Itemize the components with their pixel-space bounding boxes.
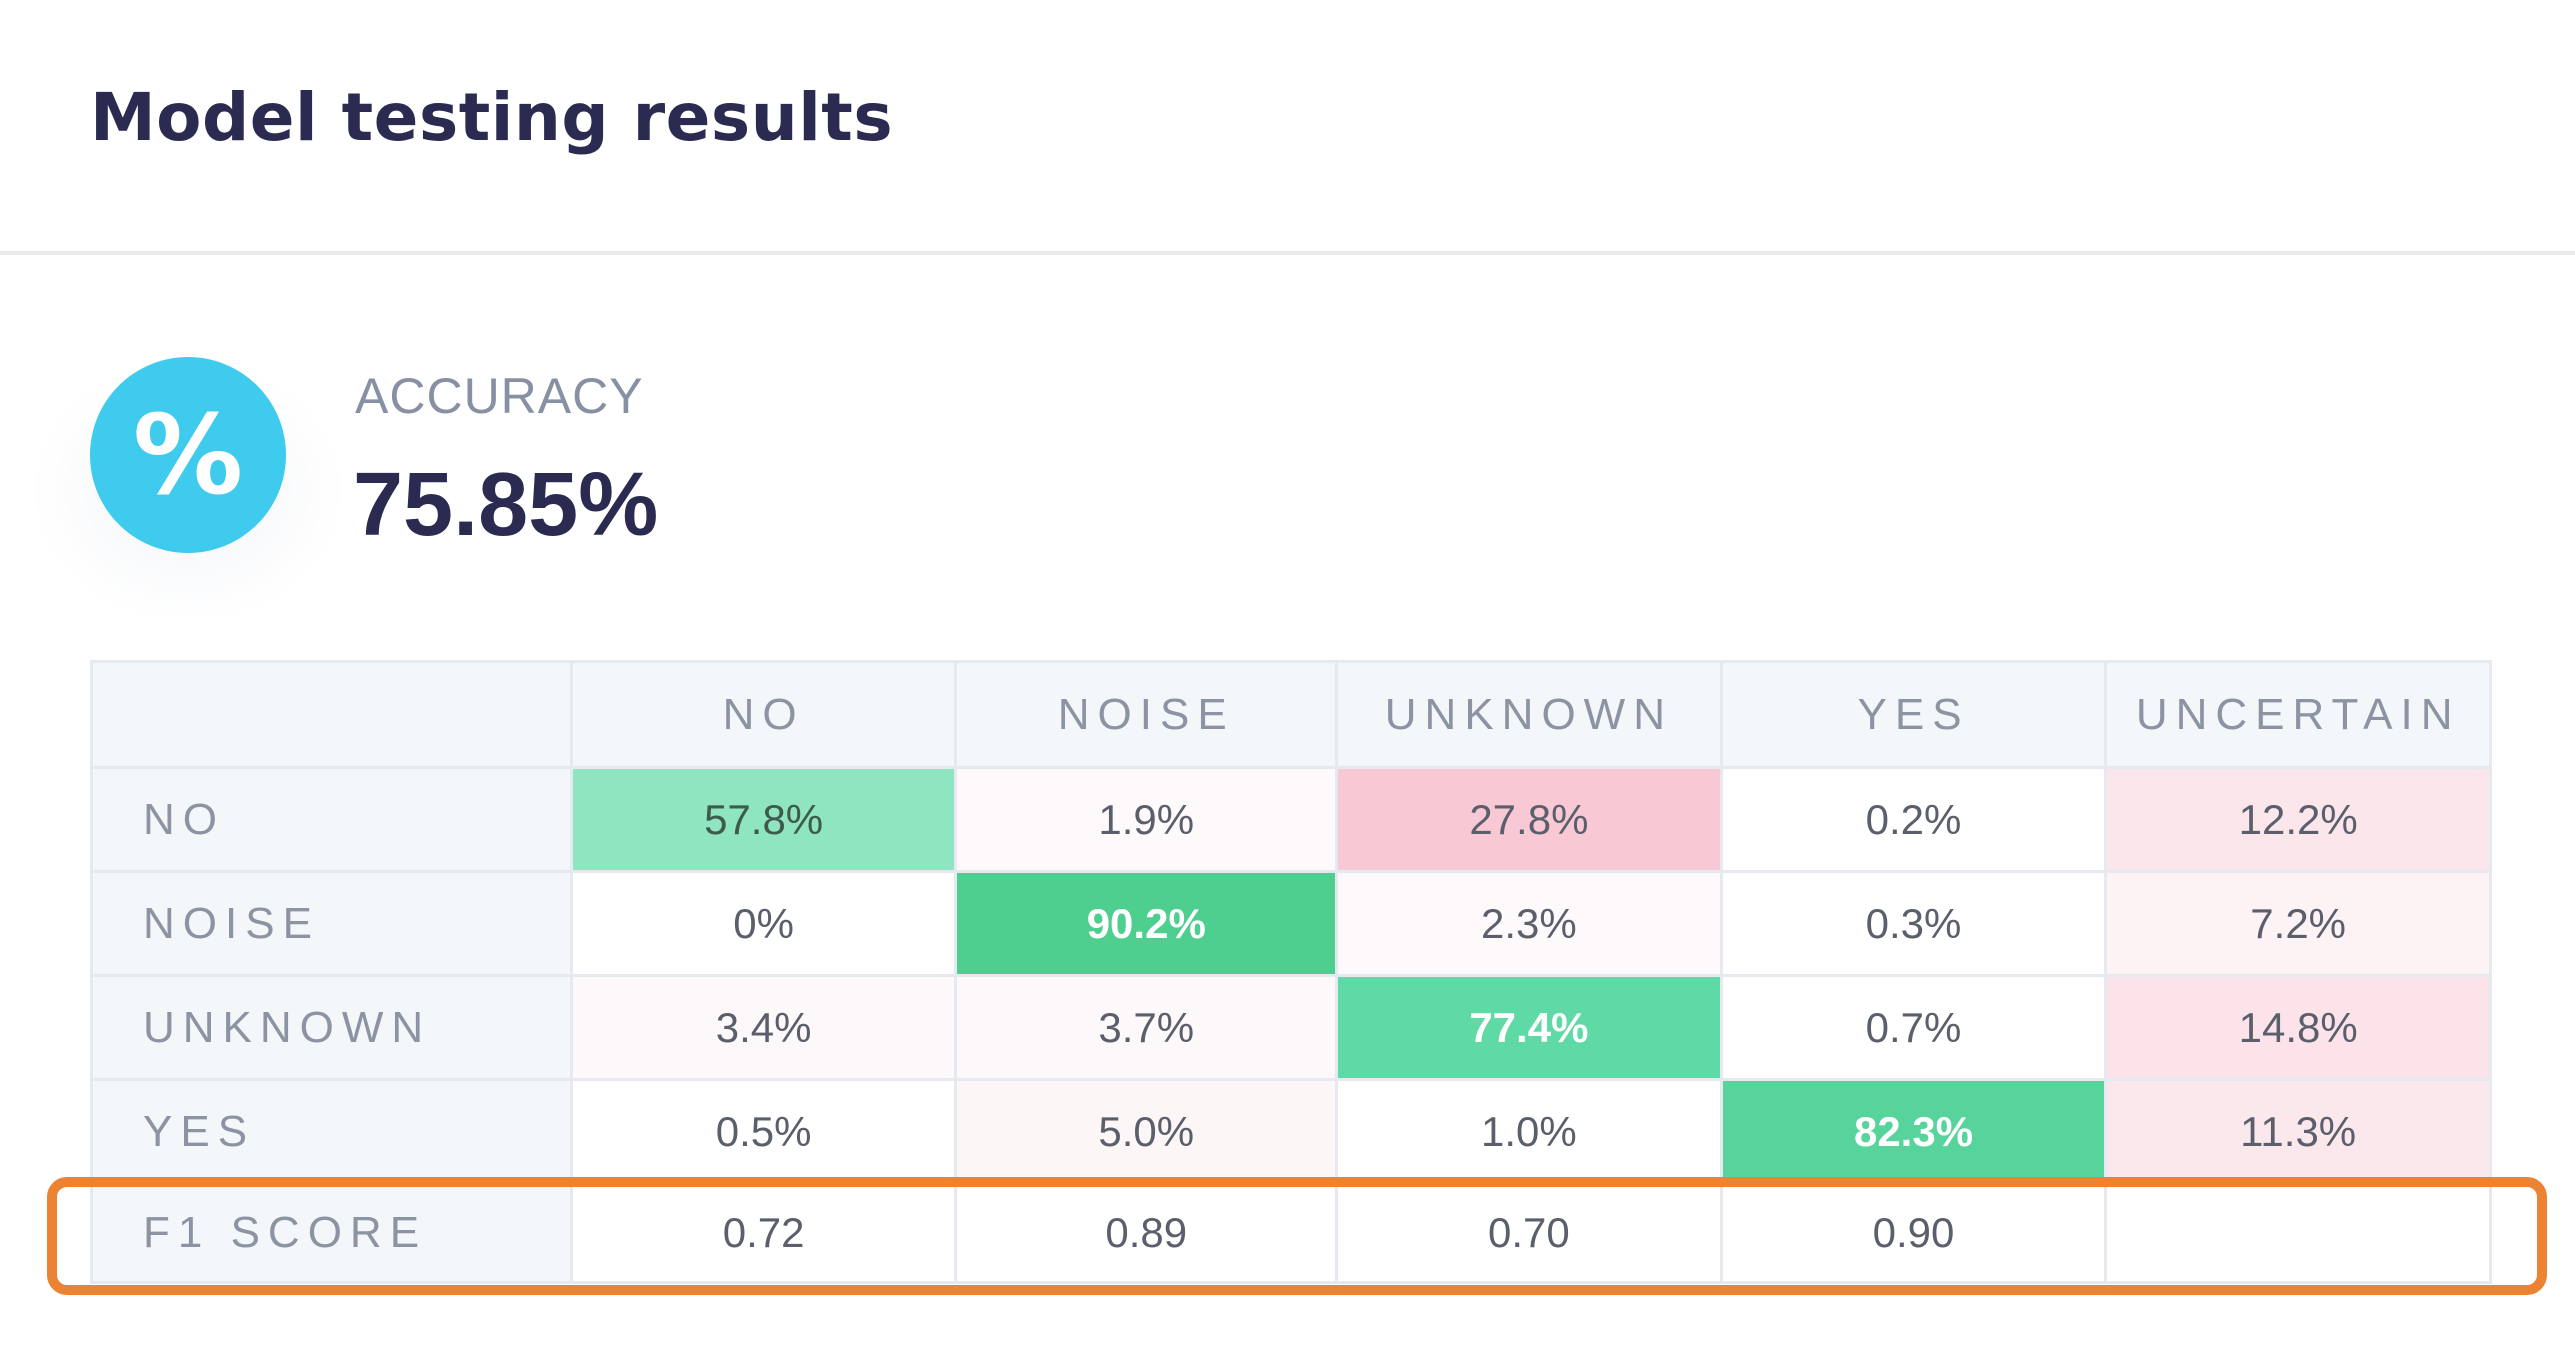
matrix-cell: 82.3% [1719,1078,2108,1185]
matrix-cell: 7.2% [2104,870,2492,977]
f1-cell: 0.72 [569,1182,958,1284]
corner-cell [90,660,573,769]
matrix-cell: 90.2% [954,870,1339,977]
matrix-cell: 14.8% [2104,974,2492,1081]
matrix-cell: 0.2% [1719,766,2108,873]
matrix-cell: 3.7% [954,974,1339,1081]
f1-cell: 0.90 [1719,1182,2108,1284]
confusion-matrix: NO NOISE UNKNOWN YES UNCERTAIN NO 57.8% … [90,660,2492,1284]
column-header: UNKNOWN [1335,660,1723,769]
row-label: YES [90,1078,573,1185]
accuracy-label: ACCURACY [355,368,644,424]
matrix-cell: 1.9% [954,766,1339,873]
matrix-cell: 2.3% [1335,870,1723,977]
matrix-row: NO 57.8% 1.9% 27.8% 0.2% 12.2% [90,766,2492,873]
matrix-row: NOISE 0% 90.2% 2.3% 0.3% 7.2% [90,870,2492,977]
matrix-cell: 5.0% [954,1078,1339,1185]
percent-icon: % [90,357,286,553]
matrix-cell: 0.7% [1719,974,2108,1081]
matrix-header-row: NO NOISE UNKNOWN YES UNCERTAIN [90,660,2492,769]
f1-score-row: F1 SCORE 0.72 0.89 0.70 0.90 [90,1182,2492,1284]
f1-cell [2104,1182,2492,1284]
f1-cell: 0.70 [1335,1182,1723,1284]
column-header: NO [569,660,958,769]
matrix-cell: 11.3% [2104,1078,2492,1185]
matrix-cell: 1.0% [1335,1078,1723,1185]
matrix-cell: 57.8% [569,766,958,873]
column-header: YES [1719,660,2108,769]
row-label: UNKNOWN [90,974,573,1081]
matrix-row: YES 0.5% 5.0% 1.0% 82.3% 11.3% [90,1078,2492,1185]
matrix-cell: 12.2% [2104,766,2492,873]
column-header: NOISE [954,660,1339,769]
matrix-cell: 3.4% [569,974,958,1081]
column-header: UNCERTAIN [2104,660,2492,769]
matrix-cell: 77.4% [1335,974,1723,1081]
matrix-cell: 0.5% [569,1078,958,1185]
header-divider [0,251,2575,255]
page-title: Model testing results [90,79,894,156]
matrix-cell: 27.8% [1335,766,1723,873]
row-label: NO [90,766,573,873]
accuracy-value: 75.85% [353,455,659,555]
matrix-cell: 0% [569,870,958,977]
matrix-row: UNKNOWN 3.4% 3.7% 77.4% 0.7% 14.8% [90,974,2492,1081]
matrix-cell: 0.3% [1719,870,2108,977]
row-label: F1 SCORE [90,1182,573,1284]
f1-cell: 0.89 [954,1182,1339,1284]
row-label: NOISE [90,870,573,977]
